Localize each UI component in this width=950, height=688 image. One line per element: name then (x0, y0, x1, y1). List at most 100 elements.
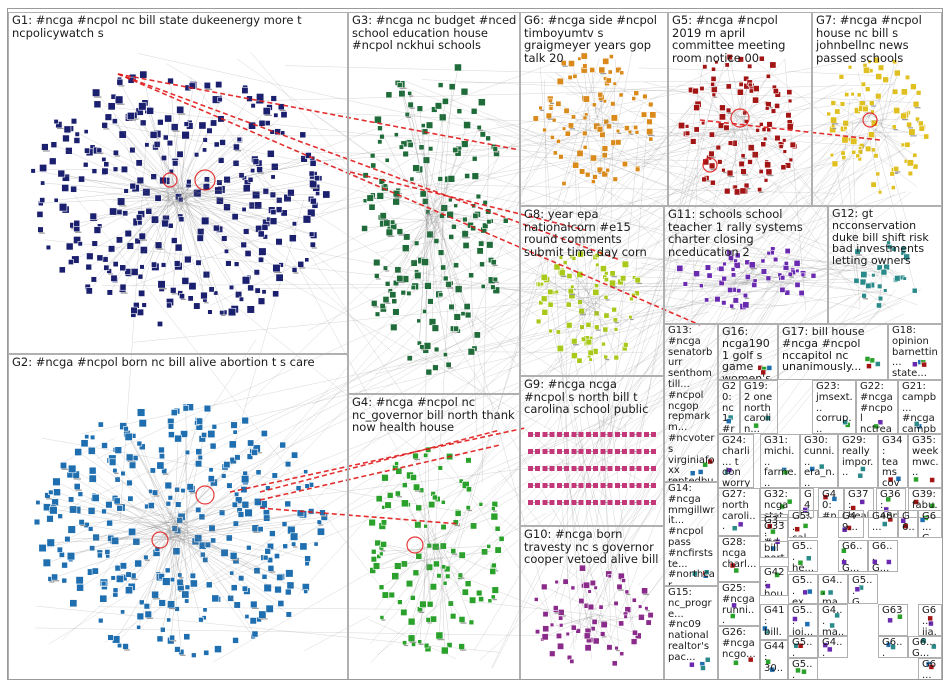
group-label-g4c: G4... ma... (822, 605, 845, 636)
edge (175, 199, 232, 288)
edge (183, 537, 188, 588)
node-shadow (140, 239, 148, 241)
node-shadow (310, 187, 319, 189)
edge (490, 172, 865, 491)
node (257, 297, 266, 305)
node (210, 119, 218, 127)
node-shadow (172, 130, 180, 132)
node (132, 537, 141, 546)
node-shadow (171, 293, 178, 295)
edge (437, 107, 771, 273)
node (93, 100, 102, 109)
group-label-g6e: G6... G... (912, 637, 939, 658)
node (368, 203, 376, 211)
edge (481, 131, 490, 484)
node (162, 577, 171, 586)
node (232, 429, 238, 435)
group-box-g7: G7: #ncga #ncpol house nc bill s johnbel… (812, 12, 942, 206)
edge (697, 180, 777, 250)
edge (130, 115, 183, 190)
edge (167, 155, 309, 205)
edge (728, 255, 886, 266)
edge (479, 293, 882, 661)
node-shadow (75, 489, 82, 491)
group-label-g13: G13: #ncga senatorburr senthomtill... #n… (668, 325, 715, 482)
node-shadow (49, 581, 55, 583)
node (171, 237, 178, 244)
edge (163, 192, 169, 265)
node (247, 439, 255, 447)
node (279, 441, 287, 449)
node (299, 131, 307, 139)
node (196, 234, 204, 242)
edge (138, 529, 169, 628)
node (462, 216, 468, 223)
node (66, 552, 76, 561)
edge (484, 448, 595, 515)
node (217, 96, 223, 103)
node (202, 147, 208, 153)
edge (212, 239, 643, 482)
node (106, 289, 113, 296)
node (156, 461, 165, 470)
node (219, 310, 225, 316)
node (122, 210, 129, 217)
edge (131, 523, 174, 587)
group-box-g24: G24: charli... t don worry... (718, 434, 754, 488)
edge (429, 219, 465, 224)
edge (800, 255, 850, 280)
edge (620, 265, 794, 440)
edge (547, 74, 893, 311)
node (230, 421, 238, 429)
edge (154, 187, 188, 220)
node (96, 254, 104, 262)
node (261, 573, 268, 580)
edge (776, 53, 904, 292)
node (257, 526, 264, 533)
edge (96, 114, 846, 460)
node-shadow (180, 654, 186, 656)
node (241, 475, 250, 484)
edge (408, 88, 854, 243)
node (262, 554, 269, 561)
node (160, 262, 167, 268)
edge (561, 251, 895, 274)
node (42, 558, 51, 567)
group-box-g35: G35: week mwc... (908, 434, 942, 488)
edge (72, 468, 169, 528)
edge (574, 254, 856, 610)
node (277, 600, 285, 607)
edge (687, 259, 886, 292)
node (98, 617, 104, 624)
node (67, 464, 77, 474)
node-shadow (293, 272, 299, 274)
edge (230, 136, 561, 631)
node (30, 168, 36, 174)
edge (754, 256, 884, 276)
edge (175, 537, 271, 561)
node (442, 352, 448, 358)
edge (174, 438, 179, 526)
node (166, 139, 174, 147)
node (196, 417, 203, 425)
node (309, 159, 317, 167)
edge (241, 162, 593, 247)
edge (185, 408, 188, 535)
node (65, 147, 73, 155)
edge (119, 139, 147, 522)
edge (422, 131, 587, 646)
node (269, 191, 277, 198)
edge (486, 117, 613, 157)
node (103, 264, 110, 271)
edge (641, 289, 896, 604)
node (230, 584, 238, 592)
group-label-g24: G24: charli... t don worry... (722, 435, 751, 488)
edge (185, 193, 269, 220)
node (145, 207, 153, 215)
node-shadow (42, 150, 50, 152)
group-label-g12: G12: gt ncconservation duke bill shift r… (832, 207, 933, 268)
edge (310, 100, 768, 267)
group-box-g44: G44: 30... (760, 640, 788, 680)
node (45, 244, 52, 251)
node-shadow (299, 267, 306, 269)
